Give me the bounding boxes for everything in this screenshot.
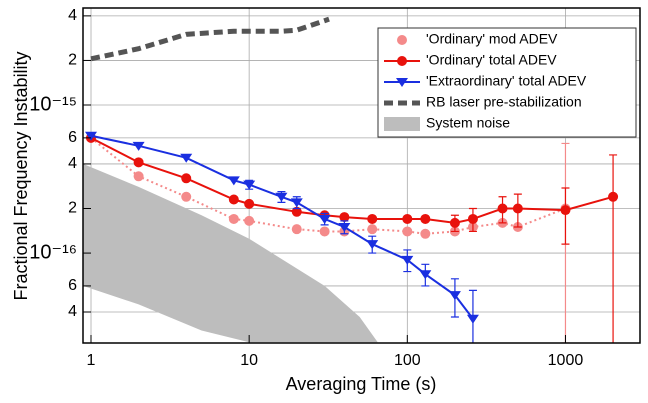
legend-label: RB laser pre-stabilization: [426, 94, 582, 110]
point: [419, 270, 432, 280]
y-axis-label: Fractional Frequency Instability: [11, 51, 31, 300]
legend-marker: [397, 35, 407, 45]
point: [449, 217, 460, 228]
point: [367, 224, 378, 235]
y-tick-label: 4: [68, 155, 77, 172]
y-tick-label: 4: [68, 303, 77, 320]
point: [420, 228, 431, 239]
point: [228, 213, 239, 224]
x-tick-label: 10: [240, 352, 258, 369]
plot-frame: [82, 7, 641, 344]
point: [133, 157, 144, 168]
legend-box: [377, 27, 637, 138]
point: [318, 214, 331, 224]
point: [420, 213, 431, 224]
point: [497, 203, 508, 214]
x-tick-label: 1: [87, 352, 96, 369]
y-tick-label: 2: [68, 200, 77, 217]
x-tick-label: 100: [394, 352, 421, 369]
point: [466, 314, 479, 324]
y-tick-label: 6: [68, 129, 77, 146]
point: [448, 291, 461, 301]
point: [275, 192, 288, 202]
point: [366, 240, 379, 250]
point: [133, 171, 144, 182]
point: [560, 205, 571, 216]
error-bar: [609, 154, 618, 343]
point: [512, 203, 523, 214]
legend-marker: [397, 56, 407, 66]
series-line: [90, 137, 566, 235]
point: [227, 176, 240, 186]
point: [244, 198, 255, 209]
point: [132, 141, 145, 151]
point: [243, 180, 256, 190]
y-tick-label: 10⁻¹⁵: [29, 93, 77, 115]
point: [291, 224, 302, 235]
legend-label: 'Ordinary' total ADEV: [426, 52, 557, 68]
point: [467, 213, 478, 224]
point: [244, 215, 255, 226]
point: [367, 213, 378, 224]
legend-label: 'Ordinary' mod ADEV: [426, 31, 558, 47]
point: [181, 191, 192, 202]
point: [339, 212, 350, 223]
point: [608, 191, 619, 202]
point: [180, 153, 193, 163]
legend-swatch: [384, 117, 420, 131]
error-bar: [561, 187, 570, 245]
error-bar: [468, 289, 477, 343]
y-tick-label: 6: [68, 277, 77, 294]
point: [401, 255, 414, 265]
plot-area: [83, 8, 640, 343]
y-tick-label: 2: [68, 52, 77, 69]
series-line: [90, 16, 330, 62]
point: [402, 226, 413, 237]
point: [291, 206, 302, 217]
point: [402, 213, 413, 224]
y-tick-label: 10⁻¹⁶: [29, 241, 77, 263]
point: [290, 198, 303, 208]
legend-label: 'Extraordinary' total ADEV: [426, 73, 587, 89]
x-axis-label: Averaging Time (s): [286, 374, 437, 394]
x-tick-label: 1000: [548, 352, 584, 369]
y-tick-label: 4: [68, 7, 77, 24]
noise-band: [83, 163, 378, 343]
legend-label: System noise: [426, 115, 510, 131]
point: [338, 223, 351, 233]
point: [228, 194, 239, 205]
point: [181, 173, 192, 184]
point: [319, 226, 330, 237]
point: [85, 131, 98, 141]
legend-marker: [396, 78, 408, 87]
